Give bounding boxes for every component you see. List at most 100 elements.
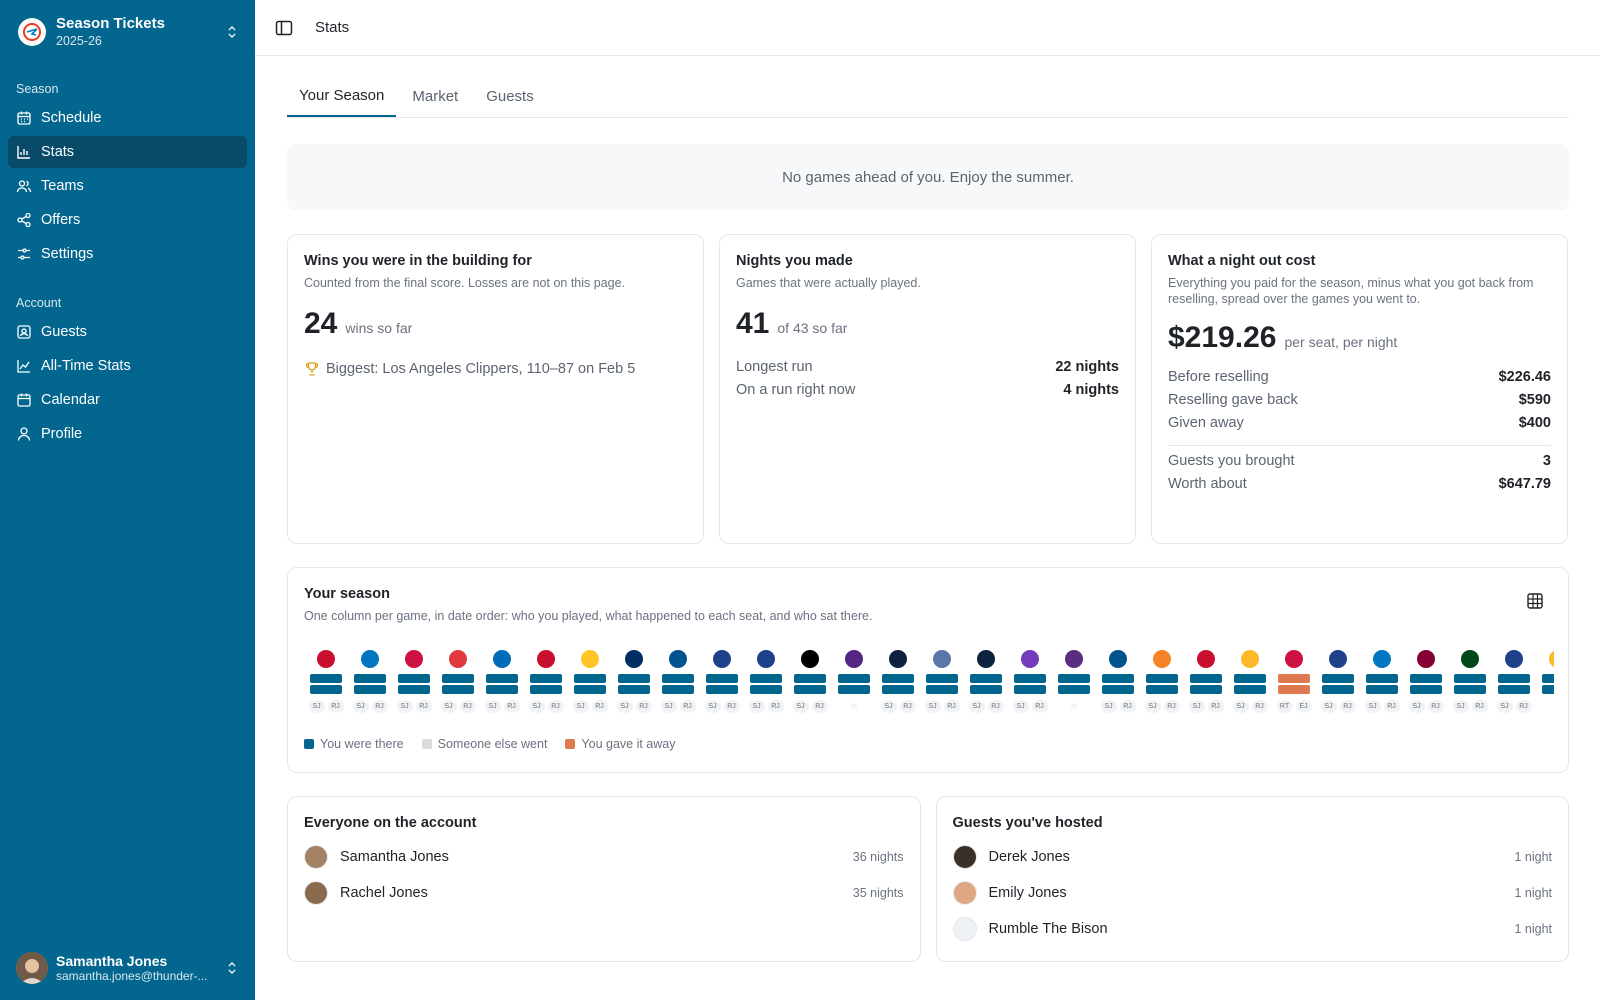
game-column[interactable]: SJ RJ (1448, 650, 1492, 713)
game-column[interactable]: SJ RJ (304, 650, 348, 713)
game-column[interactable]: SJ RJ (656, 650, 700, 713)
card-subtitle: Everything you paid for the season, minu… (1168, 276, 1534, 306)
seat-holder-initials: SJ (572, 700, 589, 713)
game-column[interactable]: SJ RJ (612, 650, 656, 713)
list-item[interactable]: Emily Jones 1 night (952, 881, 1552, 905)
seat-holder-initials: SJ (1188, 700, 1205, 713)
seat-status-bar (574, 685, 606, 694)
team-logo-icon (757, 650, 775, 668)
sidebar-item-guests[interactable]: Guests (8, 316, 247, 348)
sidebar-item-stats[interactable]: Stats (8, 136, 247, 168)
tab-market[interactable]: Market (412, 88, 459, 105)
seat-status-bar (1014, 685, 1046, 694)
game-column[interactable]: SJ RJ (1140, 650, 1184, 713)
game-column[interactable]: SJ RJ (700, 650, 744, 713)
seat-status-bar (1102, 674, 1134, 683)
game-column[interactable]: SJ RJ (1404, 650, 1448, 713)
list-item[interactable]: Rachel Jones 35 nights (304, 881, 904, 905)
empty-schedule-banner: No games ahead of you. Enjoy the summer. (287, 144, 1569, 210)
seat-holder-initials: SJ (1232, 700, 1249, 713)
game-column[interactable]: SJ RJ (524, 650, 568, 713)
user-menu[interactable]: Samantha Jones samantha.jones@thunder-..… (0, 936, 255, 1000)
team-logo-icon (801, 650, 819, 668)
game-column[interactable]: SJ RJ (1184, 650, 1228, 713)
tab-your-season[interactable]: Your Season (287, 87, 397, 117)
game-column[interactable]: SJ RJ (920, 650, 964, 713)
game-column[interactable]: SJ RJ (1316, 650, 1360, 713)
seat-status-bar (1454, 685, 1486, 694)
seat-status-bar (442, 674, 474, 683)
seat-holder-initials: SJ (1452, 700, 1469, 713)
list-item[interactable]: Derek Jones 1 night (952, 845, 1552, 869)
seat-status-bar (1542, 674, 1554, 683)
sidebar-item-profile[interactable]: Profile (8, 418, 247, 450)
game-column[interactable]: SJ RJ (744, 650, 788, 713)
seat-holder-initials: SJ (1364, 700, 1381, 713)
game-column[interactable]: SJ RJ (392, 650, 436, 713)
card-title: Your season (304, 586, 390, 602)
seat-status-bar (618, 674, 650, 683)
seat-status-bar (530, 685, 562, 694)
seat-holder-initials: RJ (415, 700, 432, 713)
chevron-up-down-icon (228, 961, 236, 975)
sidebar-item-settings[interactable]: Settings (8, 238, 247, 270)
sidebar-item-label: Profile (41, 426, 83, 442)
card-title: Nights you made (736, 253, 853, 269)
avatar (304, 881, 328, 905)
game-column[interactable]: SJ RJ (1008, 650, 1052, 713)
seat-status-bar (1146, 685, 1178, 694)
wins-card: Wins you were in the building for Counte… (287, 234, 704, 544)
seat-holder-initials: RJ (987, 700, 1004, 713)
seat-status-bar (1498, 685, 1530, 694)
sidebar-item-calendar[interactable]: Calendar (8, 384, 247, 416)
tab-guests[interactable]: Guests (486, 88, 534, 105)
team-logo-icon (1197, 650, 1215, 668)
seat-status-bar (1234, 685, 1266, 694)
seat-holder-initials: SJ (308, 700, 325, 713)
game-column[interactable] (832, 650, 876, 713)
sidebar-toggle-icon[interactable] (275, 19, 293, 37)
game-column[interactable]: SJ RJ (568, 650, 612, 713)
seat-holder-initials: SJ (1408, 700, 1425, 713)
game-column[interactable]: SJ RJ (964, 650, 1008, 713)
list-item[interactable]: Samantha Jones 36 nights (304, 845, 904, 869)
game-column[interactable]: SJ RJ (876, 650, 920, 713)
sidebar-item-offers[interactable]: Offers (8, 204, 247, 236)
game-column[interactable]: SJ RJ (1360, 650, 1404, 713)
game-column[interactable]: SJ RJ (788, 650, 832, 713)
sidebar-item-all-time-stats[interactable]: All-Time Stats (8, 350, 247, 382)
game-column[interactable] (1052, 650, 1096, 713)
game-column[interactable]: SJ RJ (436, 650, 480, 713)
list-item[interactable]: Rumble The Bison 1 night (952, 917, 1552, 941)
nights-unit: of 43 so far (777, 320, 848, 336)
seat-status-bar (530, 674, 562, 683)
game-column[interactable]: RT EJ (1272, 650, 1316, 713)
game-column[interactable]: SJ RJ (348, 650, 392, 713)
game-column[interactable]: SJ RJ (1096, 650, 1140, 713)
seat-status-bar (354, 674, 386, 683)
nights-count: 1 night (1514, 886, 1552, 900)
seat-holder-initials: RJ (767, 700, 784, 713)
seat-status-bar (750, 674, 782, 683)
sidebar-item-teams[interactable]: Teams (8, 170, 247, 202)
card-title: Guests you've hosted (952, 815, 1103, 831)
sidebar-item-schedule[interactable]: Schedule (8, 102, 247, 134)
game-column[interactable]: SJ RJ (1492, 650, 1536, 713)
game-column[interactable] (1536, 650, 1554, 713)
game-column[interactable]: SJ RJ (1228, 650, 1272, 713)
top-bar: Stats (255, 0, 1600, 56)
team-logo-icon (537, 650, 555, 668)
team-logo-icon (1285, 650, 1303, 668)
team-logo-icon (1241, 650, 1259, 668)
avatar (952, 917, 977, 941)
table-view-icon[interactable] (1526, 592, 1544, 610)
card-title: Wins you were in the building for (304, 253, 532, 269)
team-switcher[interactable]: Season Tickets 2025-26 (0, 0, 255, 64)
nights-count: 1 night (1514, 922, 1552, 936)
seat-status-bar (1322, 674, 1354, 683)
nights-count: 35 nights (852, 886, 904, 900)
seat-status-bar (486, 674, 518, 683)
seat-holder-initials: EJ (1295, 700, 1312, 713)
seat-holder-initials: RJ (811, 700, 828, 713)
game-column[interactable]: SJ RJ (480, 650, 524, 713)
